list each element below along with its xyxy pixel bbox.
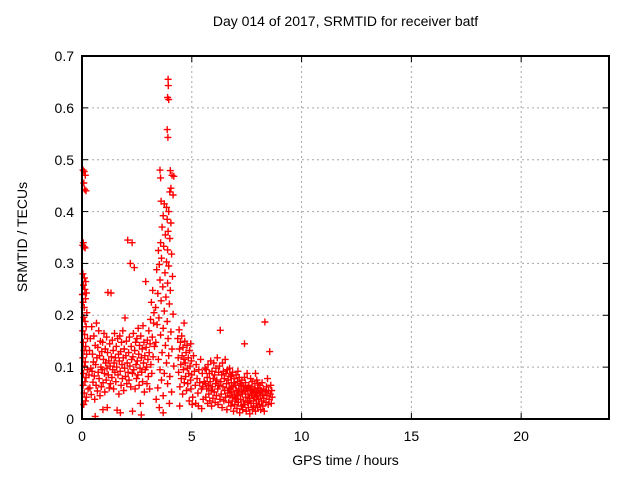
y-tick-label: 0.4 [54, 203, 74, 220]
x-axis-label: GPS time / hours [292, 452, 399, 468]
scatter-points [78, 75, 276, 420]
plot-frame [81, 55, 610, 420]
x-tick-label: 10 [293, 428, 310, 444]
x-tick-label: 5 [187, 428, 196, 444]
y-tick-label: 0.2 [54, 307, 74, 324]
x-tick-label: 20 [513, 428, 529, 444]
chart-title: Day 014 of 2017, SRMTID for receiver bat… [212, 13, 479, 29]
y-tick-label: 0.3 [54, 255, 74, 272]
y-tick-label: 0.1 [54, 359, 74, 376]
y-tick-label: 0.7 [54, 48, 74, 64]
y-tick-label: 0 [66, 411, 74, 427]
y-tick-label: 0.6 [54, 99, 74, 116]
x-tick-label: 0 [78, 428, 86, 444]
y-tick-label: 0.5 [54, 151, 74, 168]
x-tick-label: 15 [403, 428, 420, 444]
